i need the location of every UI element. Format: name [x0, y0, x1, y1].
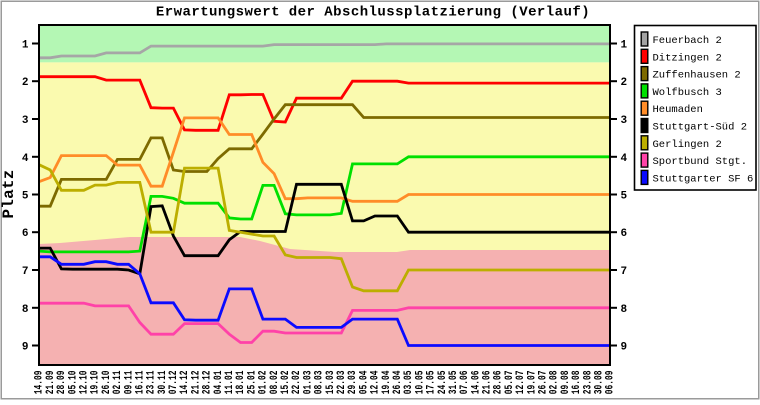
svg-text:08.03: 08.03 — [312, 370, 325, 394]
svg-text:26.04: 26.04 — [391, 370, 404, 394]
svg-text:3: 3 — [621, 115, 628, 127]
svg-text:23.08: 23.08 — [581, 370, 594, 394]
svg-text:01.03: 01.03 — [301, 370, 314, 394]
svg-text:15.03: 15.03 — [324, 370, 337, 394]
svg-text:15.02: 15.02 — [279, 370, 292, 394]
svg-text:21.09: 21.09 — [44, 370, 57, 394]
svg-text:5: 5 — [621, 191, 628, 203]
svg-text:07.06: 07.06 — [458, 370, 471, 394]
svg-text:02.08: 02.08 — [548, 370, 561, 394]
svg-text:05.07: 05.07 — [503, 370, 516, 394]
svg-text:28.09: 28.09 — [55, 370, 68, 394]
svg-text:02.11: 02.11 — [111, 370, 124, 394]
svg-text:14.06: 14.06 — [469, 370, 482, 394]
svg-text:28.12: 28.12 — [200, 370, 213, 394]
svg-text:Stuttgarter SF 6: Stuttgarter SF 6 — [653, 173, 754, 185]
svg-text:16.08: 16.08 — [570, 370, 583, 394]
svg-text:26.10: 26.10 — [100, 370, 113, 394]
svg-text:Heumaden: Heumaden — [653, 104, 703, 116]
svg-text:Wolfbusch 3: Wolfbusch 3 — [653, 87, 722, 99]
svg-text:Stuttgart-Süd 2: Stuttgart-Süd 2 — [653, 122, 748, 134]
svg-text:5: 5 — [22, 191, 29, 203]
svg-text:10.05: 10.05 — [413, 370, 426, 394]
svg-text:07.12: 07.12 — [167, 370, 180, 394]
svg-text:7: 7 — [621, 266, 628, 278]
svg-text:06.09: 06.09 — [604, 370, 617, 394]
svg-text:25.01: 25.01 — [245, 370, 258, 394]
svg-text:8: 8 — [22, 304, 29, 316]
svg-text:8: 8 — [621, 304, 628, 316]
svg-text:18.01: 18.01 — [234, 370, 247, 394]
svg-text:28.06: 28.06 — [492, 370, 505, 394]
svg-text:1: 1 — [22, 40, 29, 52]
svg-text:23.11: 23.11 — [145, 370, 158, 394]
svg-text:21.06: 21.06 — [480, 370, 493, 394]
svg-text:16.11: 16.11 — [133, 370, 146, 394]
svg-text:12.10: 12.10 — [77, 370, 90, 394]
svg-text:Platz: Platz — [0, 169, 18, 218]
svg-text:29.03: 29.03 — [346, 370, 359, 394]
svg-text:30.08: 30.08 — [592, 370, 605, 394]
svg-text:26.07: 26.07 — [536, 370, 549, 394]
svg-text:19.10: 19.10 — [89, 370, 102, 394]
svg-text:05.10: 05.10 — [66, 370, 79, 394]
svg-text:31.05: 31.05 — [447, 370, 460, 394]
svg-text:30.11: 30.11 — [156, 370, 169, 394]
svg-text:9: 9 — [621, 342, 628, 354]
svg-text:08.02: 08.02 — [268, 370, 281, 394]
svg-text:7: 7 — [22, 266, 29, 278]
svg-text:4: 4 — [621, 153, 628, 165]
svg-text:19.04: 19.04 — [380, 370, 393, 394]
svg-text:6: 6 — [22, 228, 29, 240]
svg-text:09.08: 09.08 — [559, 370, 572, 394]
svg-text:9: 9 — [22, 342, 29, 354]
svg-text:Erwartungswert der Abschlusspl: Erwartungswert der Abschlussplatzierung … — [156, 5, 590, 21]
svg-text:4: 4 — [22, 153, 29, 165]
svg-text:17.05: 17.05 — [424, 370, 437, 394]
svg-text:1: 1 — [621, 40, 628, 52]
svg-text:01.02: 01.02 — [256, 370, 269, 394]
svg-text:12.04: 12.04 — [368, 370, 381, 394]
svg-text:12.07: 12.07 — [514, 370, 527, 394]
svg-text:Feuerbach 2: Feuerbach 2 — [653, 35, 722, 47]
svg-text:19.07: 19.07 — [525, 370, 538, 394]
svg-text:14.12: 14.12 — [178, 370, 191, 394]
svg-text:Zuffenhausen 2: Zuffenhausen 2 — [653, 70, 741, 82]
svg-text:6: 6 — [621, 228, 628, 240]
svg-text:22.03: 22.03 — [335, 370, 348, 394]
svg-text:09.11: 09.11 — [122, 370, 135, 394]
svg-text:Ditzingen 2: Ditzingen 2 — [653, 52, 722, 64]
svg-text:Sportbund Stgt.: Sportbund Stgt. — [653, 156, 748, 168]
svg-text:2: 2 — [22, 77, 29, 89]
svg-text:22.02: 22.02 — [290, 370, 303, 394]
svg-text:3: 3 — [22, 115, 29, 127]
svg-text:21.12: 21.12 — [189, 370, 202, 394]
svg-text:03.05: 03.05 — [402, 370, 415, 394]
svg-text:04.01: 04.01 — [212, 370, 225, 394]
svg-text:24.05: 24.05 — [436, 370, 449, 394]
svg-text:14.09: 14.09 — [33, 370, 46, 394]
svg-text:05.04: 05.04 — [357, 370, 370, 394]
svg-text:2: 2 — [621, 77, 628, 89]
svg-text:Gerlingen 2: Gerlingen 2 — [653, 139, 722, 151]
svg-text:11.01: 11.01 — [223, 370, 236, 394]
